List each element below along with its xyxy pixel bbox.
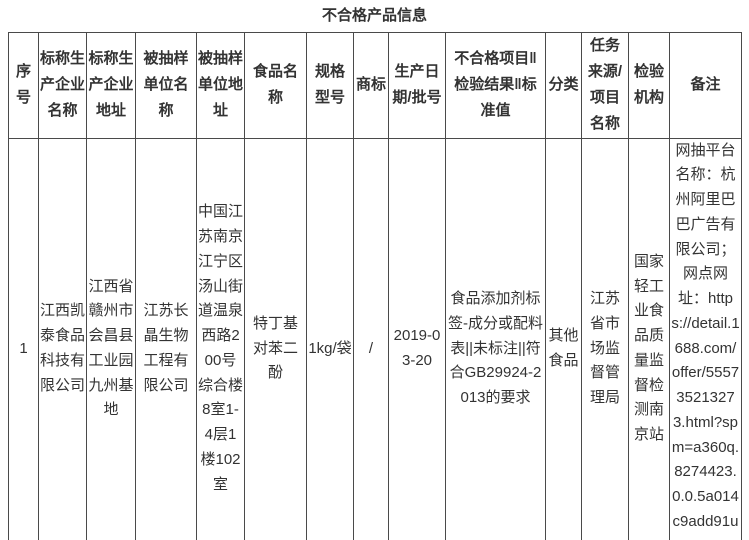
col-header-sampled-unit-name: 被抽样单位名称: [135, 31, 197, 139]
col-header-spec-model: 规格型号: [306, 31, 354, 139]
col-header-producer-name: 标称生产企业名称: [38, 31, 87, 139]
cell-task-source: 江苏省市场监督管理局: [581, 137, 629, 540]
cell-producer-name: 江西凯泰食品科技有限公司: [38, 137, 87, 540]
col-header-seq: 序号: [8, 31, 39, 139]
cell-remarks: 网抽平台名称：杭州阿里巴巴广告有限公司；网点网址：https://detail.…: [669, 137, 742, 540]
col-header-task-source: 任务来源/项目名称: [581, 31, 629, 139]
cell-producer-address: 江西省赣州市会昌县工业园九州基地: [86, 137, 136, 540]
col-header-category: 分类: [545, 31, 582, 139]
cell-production-date: 2019-03-20: [388, 137, 446, 540]
cell-seq: 1: [8, 137, 39, 540]
col-header-producer-address: 标称生产企业地址: [86, 31, 136, 139]
col-header-trademark: 商标: [353, 31, 389, 139]
col-header-remarks: 备注: [669, 31, 742, 139]
cell-food-name: 特丁基对苯二酚: [244, 137, 307, 540]
col-header-production-date: 生产日期/批号: [388, 31, 446, 139]
col-header-food-name: 食品名称: [244, 31, 307, 139]
cell-trademark: /: [353, 137, 389, 540]
table-header-row: 序号 标称生产企业名称 标称生产企业地址 被抽样单位名称 被抽样单位地址 食品名…: [8, 31, 742, 139]
page-title: 不合格产品信息: [321, 7, 427, 24]
col-header-failed-item-result: 不合格项目‖检验结果‖标准值: [445, 31, 546, 139]
cell-inspection-agency: 国家轻工业食品质量监督检测南京站: [628, 137, 670, 540]
col-header-inspection-agency: 检验机构: [628, 31, 670, 139]
defective-products-table: 序号 标称生产企业名称 标称生产企业地址 被抽样单位名称 被抽样单位地址 食品名…: [8, 31, 742, 540]
cell-sampled-unit-name: 江苏长晶生物工程有限公司: [135, 137, 197, 540]
cell-spec-model: 1kg/袋: [306, 137, 354, 540]
cell-category: 其他食品: [545, 137, 582, 540]
cell-sampled-unit-address: 中国江苏南京江宁区汤山街道温泉西路200号综合楼8室1-4层1楼102室: [196, 137, 245, 540]
table-row: 1 江西凯泰食品科技有限公司 江西省赣州市会昌县工业园九州基地 江苏长晶生物工程…: [8, 137, 742, 540]
cell-failed-item-result: 食品添加剂标签-成分或配料表||未标注||符合GB29924-2013的要求: [445, 137, 546, 540]
col-header-sampled-unit-address: 被抽样单位地址: [196, 31, 245, 139]
